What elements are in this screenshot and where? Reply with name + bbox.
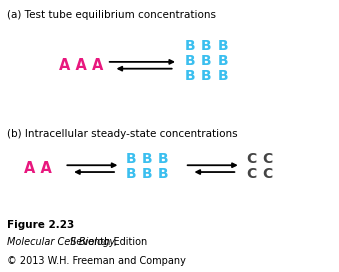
Text: B: B — [217, 54, 228, 68]
Text: A A: A A — [24, 161, 52, 176]
Text: A A A: A A A — [59, 58, 104, 73]
Text: B: B — [201, 69, 212, 83]
Text: Molecular Cell Biology,: Molecular Cell Biology, — [7, 237, 117, 247]
Text: B: B — [185, 69, 195, 83]
Text: B: B — [185, 39, 195, 53]
Text: B: B — [142, 167, 152, 181]
Text: Figure 2.23: Figure 2.23 — [7, 220, 74, 230]
Text: B: B — [217, 69, 228, 83]
Text: Seventh Edition: Seventh Edition — [67, 237, 147, 247]
Text: C: C — [262, 167, 272, 181]
Text: B: B — [142, 152, 152, 166]
Text: (b) Intracellular steady-state concentrations: (b) Intracellular steady-state concentra… — [7, 129, 237, 139]
Text: C: C — [246, 152, 256, 166]
Text: (a) Test tube equilibrium concentrations: (a) Test tube equilibrium concentrations — [7, 10, 216, 20]
Text: C: C — [246, 167, 256, 181]
Text: C: C — [262, 152, 272, 166]
Text: © 2013 W.H. Freeman and Company: © 2013 W.H. Freeman and Company — [7, 256, 186, 266]
Text: B: B — [201, 54, 212, 68]
Text: B: B — [158, 152, 168, 166]
Text: B: B — [125, 152, 136, 166]
Text: B: B — [185, 54, 195, 68]
Text: B: B — [217, 39, 228, 53]
Text: B: B — [201, 39, 212, 53]
Text: B: B — [158, 167, 168, 181]
Text: B: B — [125, 167, 136, 181]
